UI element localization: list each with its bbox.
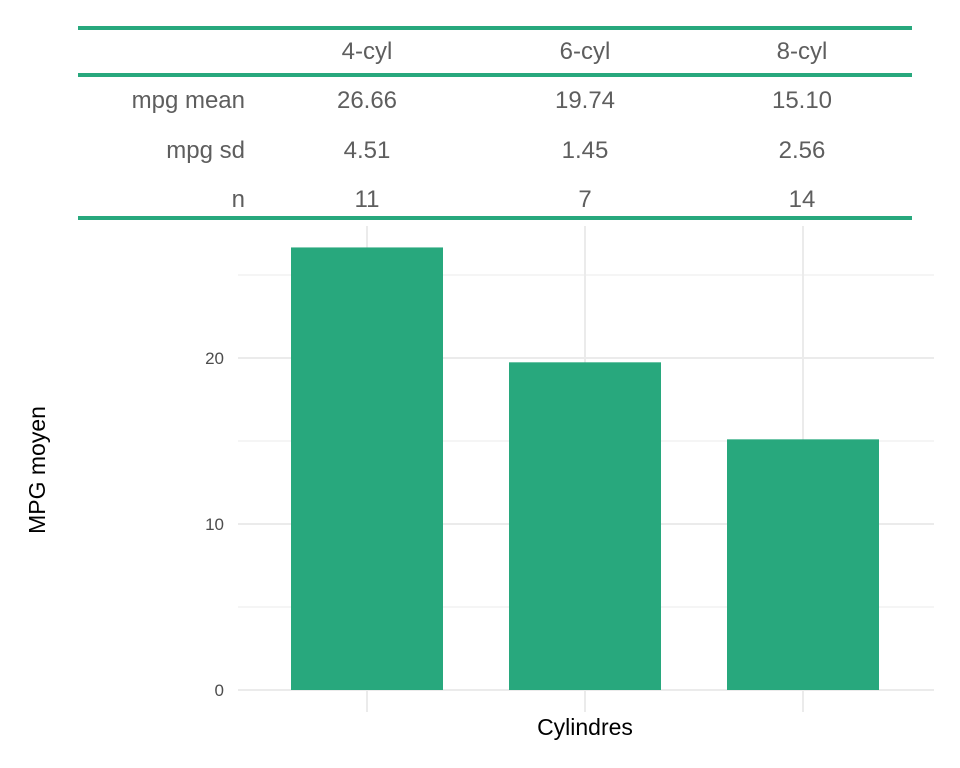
- table-col-header: 8-cyl: [776, 38, 828, 65]
- table-cell: 11: [354, 186, 380, 213]
- table-cell: 26.66: [336, 87, 398, 114]
- table-row-label: n: [231, 186, 245, 213]
- table-row-label: mpg sd: [166, 137, 245, 164]
- tick-label-layer: 0 10 20: [205, 349, 224, 700]
- x-axis-label: Cylindres: [537, 714, 633, 740]
- y-tick-label: 0: [215, 681, 224, 700]
- table-cell: 19.74: [554, 87, 616, 114]
- table-cell: 2.56: [778, 137, 826, 164]
- table-cell: 4.51: [343, 137, 391, 164]
- table-col-header: 4-cyl: [341, 38, 393, 65]
- bar-8-cyl: [727, 439, 879, 690]
- y-tick-label: 10: [205, 515, 224, 534]
- y-tick-label: 20: [205, 349, 224, 368]
- y-axis-label: MPG moyen: [24, 406, 50, 534]
- table-header-rule: [78, 73, 912, 77]
- table-cell: 15.10: [771, 87, 833, 114]
- bar-layer: [291, 247, 879, 690]
- table-cell: 7: [578, 186, 592, 213]
- table-bottom-rule: [78, 216, 912, 220]
- bar-6-cyl: [509, 362, 661, 690]
- table-cell: 1.45: [561, 137, 609, 164]
- table-cell: 14: [788, 186, 816, 213]
- table-top-rule: [78, 26, 912, 30]
- table-col-header: 6-cyl: [559, 38, 611, 65]
- bar-4-cyl: [291, 247, 443, 690]
- table-row-label: mpg mean: [131, 87, 245, 114]
